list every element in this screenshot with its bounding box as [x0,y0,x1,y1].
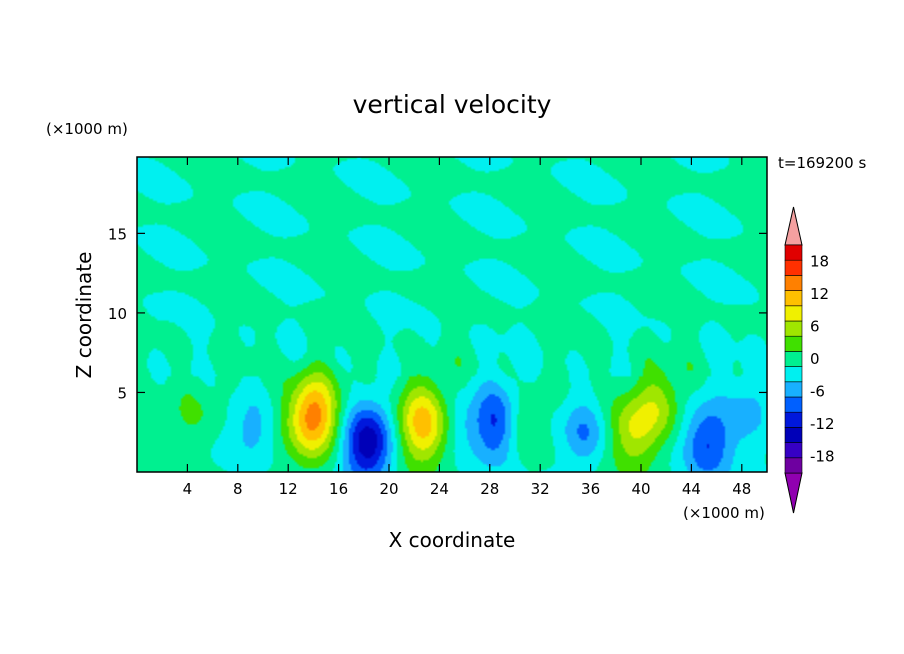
x-tick-label: 16 [329,480,348,498]
colorbar-swatch [784,442,803,459]
y-axis-title: Z coordinate [72,252,96,379]
x-tick-label: 8 [233,480,243,498]
colorbar-tick-label: -6 [810,383,825,401]
colorbar-swatch [784,320,803,337]
colorbar-tick-label: 18 [810,252,829,270]
x-tick-label: 40 [631,480,650,498]
colorbar-swatch [784,427,803,443]
contour-plot-area [137,157,767,472]
colorbar-over-triangle [784,206,803,246]
colorbar-swatch [784,244,803,261]
colorbar-swatch [784,411,803,428]
y-tick-label: 5 [117,384,127,402]
x-tick-label: 24 [430,480,449,498]
x-unit-label: (×1000 m) [683,504,765,522]
colorbar-swatch [784,351,803,367]
colorbar-swatch [784,305,803,322]
plot-frame [136,156,768,473]
colorbar-swatch [784,259,803,276]
x-tick-label: 28 [480,480,499,498]
contour-field [137,157,767,472]
colorbar-swatch [784,457,803,474]
colorbar-tick-label: 12 [810,285,829,303]
y-tick-label: 15 [108,225,127,243]
x-axis-title: X coordinate [389,528,516,552]
colorbar-under-triangle [784,472,803,514]
x-tick-label: 20 [379,480,398,498]
colorbar-swatch [784,290,803,307]
y-tick-label: 10 [108,305,127,323]
colorbar-swatch [784,335,803,352]
colorbar-tick-label: -12 [810,415,835,433]
x-axis-ticks: 4 8 12 16 20 24 28 32 36 40 44 48 [183,157,751,498]
colorbar-swatch [784,396,803,413]
colorbar-swatch [784,275,803,291]
colorbar-swatch [784,381,803,398]
chart-title: vertical velocity [353,90,552,119]
y-unit-label: (×1000 m) [46,120,128,138]
time-label: t=169200 s [778,154,866,172]
x-tick-label: 44 [682,480,701,498]
x-tick-label: 4 [183,480,193,498]
colorbar: 18 12 6 0 -6 -12 -18 [784,206,835,514]
x-tick-label: 12 [279,480,298,498]
x-tick-label: 48 [732,480,751,498]
x-tick-label: 32 [531,480,550,498]
colorbar-tick-label: -18 [810,448,835,466]
colorbar-tick-label: 0 [810,350,820,368]
x-tick-label: 36 [581,480,600,498]
colorbar-swatch [784,366,803,383]
y-axis-ticks: 5 10 15 [108,225,767,402]
colorbar-tick-label: 6 [810,317,820,335]
